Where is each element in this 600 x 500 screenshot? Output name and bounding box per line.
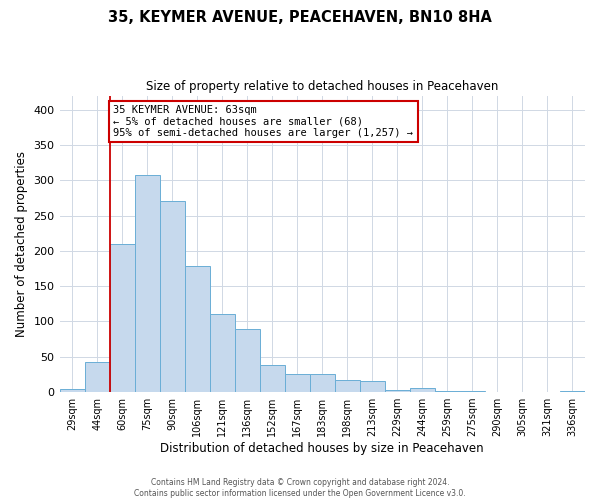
Bar [134, 174, 160, 392]
Bar [160, 202, 185, 392]
Bar [59, 388, 85, 392]
Text: 35, KEYMER AVENUE, PEACEHAVEN, BN10 8HA: 35, KEYMER AVENUE, PEACEHAVEN, BN10 8HA [108, 10, 492, 25]
Bar [209, 314, 235, 392]
Bar [360, 382, 385, 392]
Bar [85, 362, 110, 392]
Y-axis label: Number of detached properties: Number of detached properties [15, 151, 28, 337]
Bar [460, 390, 485, 392]
Bar [185, 266, 209, 392]
Bar [310, 374, 335, 392]
Bar [385, 390, 410, 392]
Title: Size of property relative to detached houses in Peacehaven: Size of property relative to detached ho… [146, 80, 499, 93]
Bar [110, 244, 134, 392]
Bar [435, 390, 460, 392]
Bar [335, 380, 360, 392]
Bar [235, 328, 260, 392]
Bar [285, 374, 310, 392]
Bar [410, 388, 435, 392]
Bar [560, 390, 585, 392]
Bar [260, 366, 285, 392]
Text: 35 KEYMER AVENUE: 63sqm
← 5% of detached houses are smaller (68)
95% of semi-det: 35 KEYMER AVENUE: 63sqm ← 5% of detached… [113, 104, 413, 138]
Text: Contains HM Land Registry data © Crown copyright and database right 2024.
Contai: Contains HM Land Registry data © Crown c… [134, 478, 466, 498]
X-axis label: Distribution of detached houses by size in Peacehaven: Distribution of detached houses by size … [160, 442, 484, 455]
